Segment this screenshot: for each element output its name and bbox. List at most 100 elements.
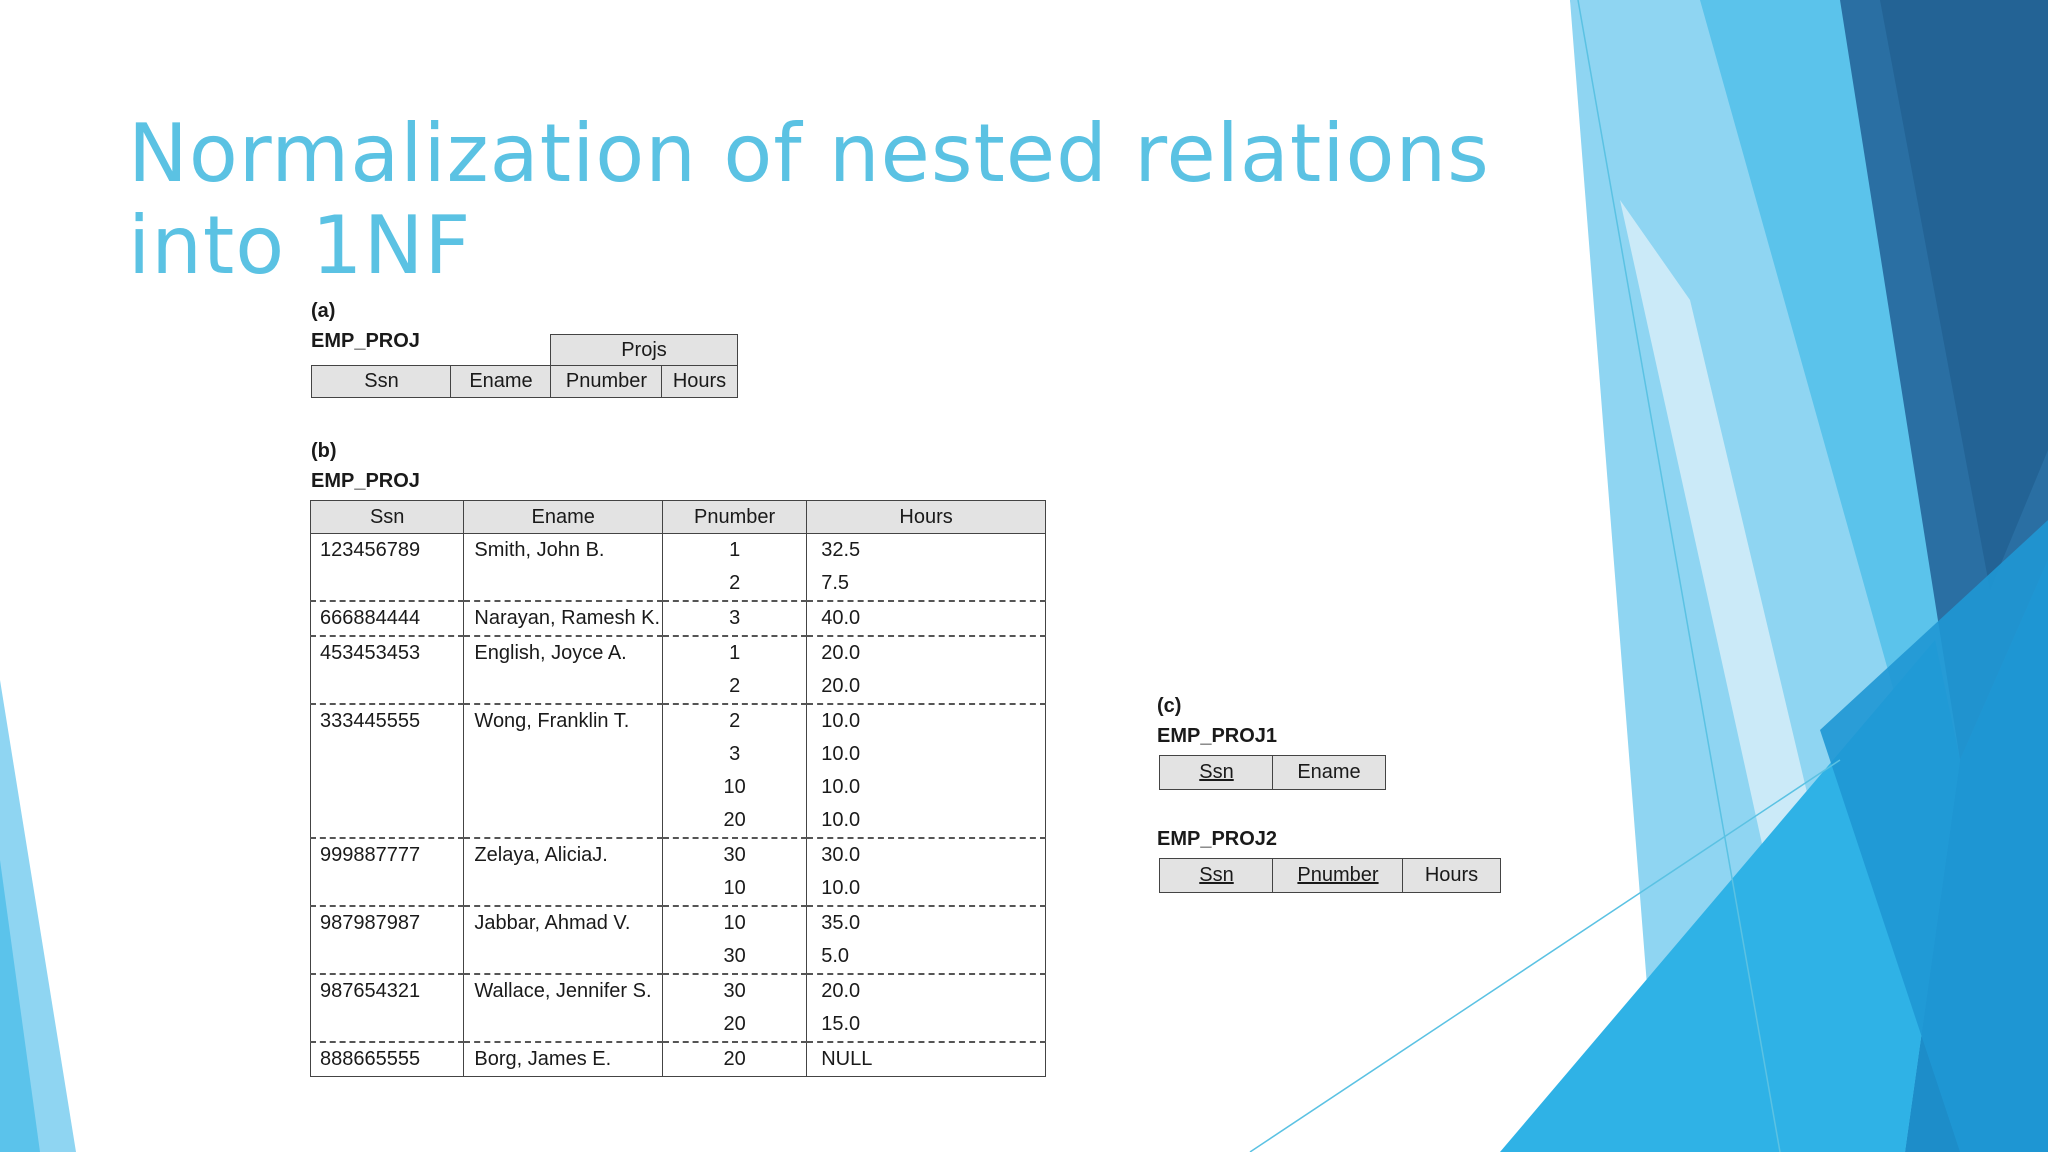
key-column-label: Pnumber xyxy=(1297,864,1379,886)
header-ssn: Ssn xyxy=(309,500,464,534)
ssn-value: 123456789 xyxy=(320,539,421,561)
ssn-value: 987654321 xyxy=(320,980,421,1002)
ename-cell: Wong, Franklin T. xyxy=(463,703,663,838)
hours-value: 40.0 xyxy=(821,607,861,629)
pnumber-value: 2 xyxy=(729,572,741,594)
pnumber-value: 10 xyxy=(723,912,746,934)
table-row: 453453453 English, Joyce A. 1 2 20.0 20.0 xyxy=(309,635,1046,704)
hours-cell: 20.0 15.0 xyxy=(806,973,1046,1042)
table-row: 987987987 Jabbar, Ahmad V. 10 30 35.0 5.0 xyxy=(309,905,1046,974)
part-b-table: Ssn Ename Pnumber Hours 123456789 Smith, … xyxy=(309,500,1046,1077)
ssn-cell: 453453453 xyxy=(309,635,464,704)
pnumber-value: 3 xyxy=(729,607,741,629)
ssn-value: 333445555 xyxy=(320,710,421,732)
column-label: Hours xyxy=(1424,864,1479,886)
pnumber-value: 10 xyxy=(723,877,746,899)
table-row: 666884444 Narayan, Ramesh K. 3 40.0 xyxy=(309,600,1046,636)
column-label: Ename xyxy=(469,370,533,392)
hours-value: 20.0 xyxy=(821,980,861,1002)
ename-value: Jabbar, Ahmad V. xyxy=(474,912,631,934)
table-row: 123456789 Smith, John B. 1 2 32.5 7.5 xyxy=(309,533,1046,601)
slide-title: Normalization of nested relations into 1… xyxy=(128,107,1490,292)
hours-value: 10.0 xyxy=(821,776,861,798)
part-c-tag: (c) xyxy=(1157,695,1182,717)
part-a-tag: (a) xyxy=(311,300,336,322)
part-b-tag: (b) xyxy=(311,440,337,462)
ssn-cell: 123456789 xyxy=(309,533,464,601)
ename-value: Smith, John B. xyxy=(474,539,605,561)
hours-value: 32.5 xyxy=(821,539,861,561)
pnumber-cell: 10 30 xyxy=(662,905,807,974)
key-column-label: Ssn xyxy=(1199,864,1234,886)
ename-cell: English, Joyce A. xyxy=(463,635,663,704)
emp-proj1-header-ssn: Ssn xyxy=(1159,755,1274,790)
table-row: 333445555 Wong, Franklin T. 2 3 10 20 10.0 10.0… xyxy=(309,703,1046,838)
ssn-value: 453453453 xyxy=(320,642,421,664)
header-pnumber: Pnumber xyxy=(662,500,807,534)
hours-value: 35.0 xyxy=(821,912,861,934)
part-a-header-ename: Ename xyxy=(450,365,552,398)
pnumber-cell: 30 10 xyxy=(662,837,807,906)
pnumber-cell: 30 20 xyxy=(662,973,807,1042)
pnumber-value: 20 xyxy=(723,1048,746,1070)
ssn-cell: 666884444 xyxy=(309,600,464,636)
part-a-header-hours: Hours xyxy=(661,365,738,398)
hours-value: NULL xyxy=(821,1048,873,1070)
header-ename: Ename xyxy=(463,500,663,534)
ssn-cell: 333445555 xyxy=(309,703,464,838)
hours-value: 5.0 xyxy=(821,945,850,967)
ename-cell: Narayan, Ramesh K. xyxy=(463,600,663,636)
hours-cell: 20.0 20.0 xyxy=(806,635,1046,704)
table-row: 999887777 Zelaya, AliciaJ. 30 10 30.0 10.0 xyxy=(309,837,1046,906)
ssn-value: 888665555 xyxy=(320,1048,421,1070)
part-c-relation1-name: EMP_PROJ1 xyxy=(1157,725,1278,747)
projs-label: Projs xyxy=(621,338,667,361)
hours-value: 10.0 xyxy=(821,809,861,831)
hours-cell: 30.0 10.0 xyxy=(806,837,1046,906)
ssn-cell: 999887777 xyxy=(309,837,464,906)
ssn-cell: 987987987 xyxy=(309,905,464,974)
hours-value: 7.5 xyxy=(821,572,850,594)
pnumber-value: 1 xyxy=(729,539,741,561)
table-row: 987654321 Wallace, Jennifer S. 30 20 20.0 15.… xyxy=(309,973,1046,1042)
ename-value: Wong, Franklin T. xyxy=(474,710,630,732)
pnumber-value: 10 xyxy=(723,776,746,798)
emp-proj2-header-ssn: Ssn xyxy=(1159,858,1274,893)
part-b-relation-name: EMP_PROJ xyxy=(311,470,420,492)
pnumber-cell: 2 3 10 20 xyxy=(662,703,807,838)
ename-value: Wallace, Jennifer S. xyxy=(474,980,652,1002)
part-b-body: 123456789 Smith, John B. 1 2 32.5 7.5 66688444… xyxy=(309,533,1046,1077)
pnumber-value: 30 xyxy=(723,945,746,967)
hours-value: 20.0 xyxy=(821,675,861,697)
table-row: 888665555 Borg, James E. 20 NULL xyxy=(309,1041,1046,1077)
pnumber-cell: 20 xyxy=(662,1041,807,1077)
ename-cell: Jabbar, Ahmad V. xyxy=(463,905,663,974)
part-a-header-pnumber: Pnumber xyxy=(550,365,663,398)
pnumber-value: 3 xyxy=(729,743,741,765)
ssn-value: 999887777 xyxy=(320,844,421,866)
ename-value: Zelaya, AliciaJ. xyxy=(474,844,608,866)
column-label: Ssn xyxy=(364,370,399,392)
pnumber-value: 2 xyxy=(729,675,741,697)
part-a-relation-name: EMP_PROJ xyxy=(311,330,420,352)
hours-cell: 10.0 10.0 10.0 10.0 xyxy=(806,703,1046,838)
ename-value: English, Joyce A. xyxy=(474,642,627,664)
hours-cell: NULL xyxy=(806,1041,1046,1077)
part-a-header-ssn: Ssn xyxy=(311,365,452,398)
header-hours: Hours xyxy=(806,500,1046,534)
hours-value: 10.0 xyxy=(821,710,861,732)
hours-value: 10.0 xyxy=(821,877,861,899)
column-label: Ename xyxy=(1297,761,1361,783)
column-label: Hours xyxy=(672,370,727,392)
pnumber-value: 30 xyxy=(723,980,746,1002)
hours-cell: 32.5 7.5 xyxy=(806,533,1046,601)
ename-value: Borg, James E. xyxy=(474,1048,612,1070)
pnumber-value: 20 xyxy=(723,1013,746,1035)
hours-value: 20.0 xyxy=(821,642,861,664)
column-label: Pnumber xyxy=(565,370,648,392)
ename-value: Narayan, Ramesh K. xyxy=(474,607,661,629)
ssn-cell: 888665555 xyxy=(309,1041,464,1077)
pnumber-value: 20 xyxy=(723,809,746,831)
